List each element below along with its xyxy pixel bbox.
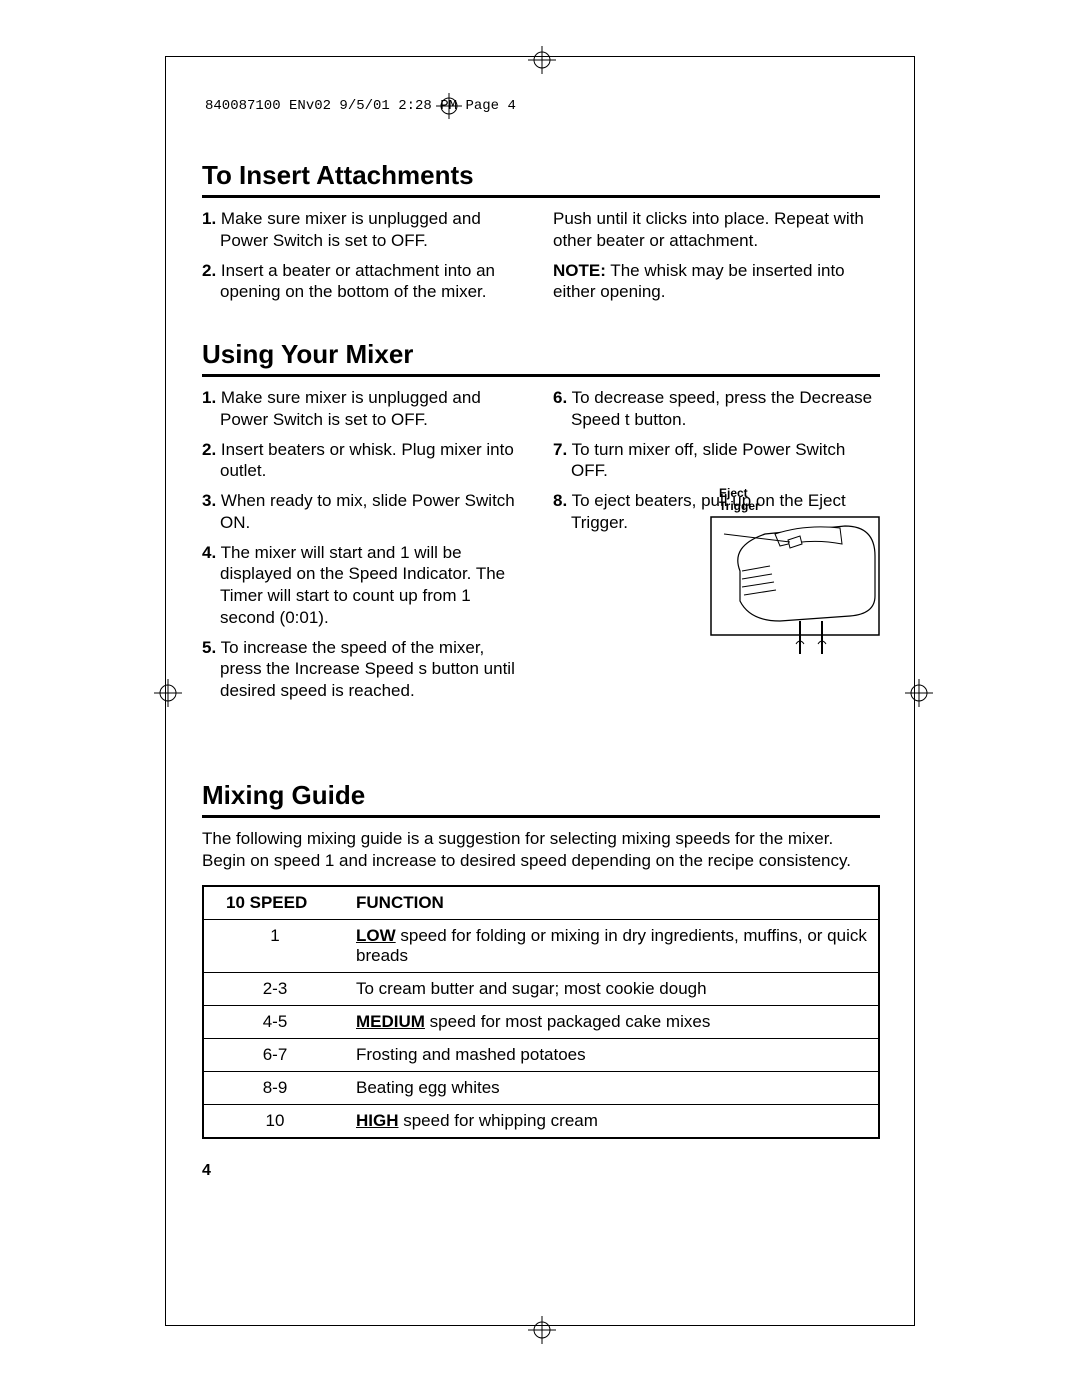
item-text: To decrease speed, press the Decrease Sp… <box>571 388 872 429</box>
section-rule <box>202 374 880 377</box>
list-item: 1. Make sure mixer is unplugged and Powe… <box>202 208 529 252</box>
guide-intro: The following mixing guide is a suggesti… <box>202 828 880 872</box>
item-text: Insert a beater or attachment into an op… <box>220 261 495 302</box>
table-header-row: 10 SPEED FUNCTION <box>203 886 879 920</box>
item-text: The mixer will start and 1 will be displ… <box>220 543 505 627</box>
table-row: 4-5MEDIUM speed for most packaged cake m… <box>203 1006 879 1039</box>
list-item: 5. To increase the speed of the mixer, p… <box>202 637 529 702</box>
insert-right-para: Push until it clicks into place. Repeat … <box>553 208 880 252</box>
cell-speed: 8-9 <box>203 1072 346 1105</box>
item-text: To turn mixer off, slide Power Switch OF… <box>571 440 845 481</box>
cell-speed: 1 <box>203 920 346 973</box>
section-heading-using: Using Your Mixer <box>202 339 880 370</box>
cell-speed: 2-3 <box>203 973 346 1006</box>
item-text: Make sure mixer is unplugged and Power S… <box>220 388 481 429</box>
list-item: 8. To eject beaters, pull up on the <box>553 490 880 534</box>
col-header-function: FUNCTION <box>346 886 879 920</box>
insert-left-list: 1. Make sure mixer is unplugged and Powe… <box>202 208 529 303</box>
cell-speed: 10 <box>203 1105 346 1139</box>
item-text: To eject beaters, pull up on the <box>572 491 808 510</box>
page-content: To Insert Attachments 1. Make sure mixer… <box>202 160 880 1139</box>
item-number: 1. <box>202 388 216 407</box>
list-item: 1. Make sure mixer is unplugged and Powe… <box>202 387 529 431</box>
list-item: 2. Insert beaters or whisk. Plug mixer i… <box>202 439 529 483</box>
item-number: 5. <box>202 638 216 657</box>
manual-page: 840087100 ENv02 9/5/01 2:28 PM Page 4 To… <box>0 0 1080 1397</box>
eject-trigger-figure <box>728 516 880 662</box>
cell-speed: 6-7 <box>203 1039 346 1072</box>
list-item: 4. The mixer will start and 1 will be di… <box>202 542 529 629</box>
section-rule <box>202 815 880 818</box>
insert-right-note: NOTE: The whisk may be inserted into eit… <box>553 260 880 304</box>
table-row: 8-9Beating egg whites <box>203 1072 879 1105</box>
item-text: When ready to mix, slide Power Switch ON… <box>220 491 515 532</box>
registration-mark-right <box>905 679 933 712</box>
list-item: 6. To decrease speed, press the Decrease… <box>553 387 880 431</box>
registration-mark-bottom <box>528 1316 556 1349</box>
cell-function: Frosting and mashed potatoes <box>346 1039 879 1072</box>
cell-function: LOW speed for folding or mixing in dry i… <box>346 920 879 973</box>
page-slug: 840087100 ENv02 9/5/01 2:28 PM Page 4 <box>205 98 516 114</box>
cell-function: HIGH speed for whipping cream <box>346 1105 879 1139</box>
cell-function: MEDIUM speed for most packaged cake mixe… <box>346 1006 879 1039</box>
list-item: 3. When ready to mix, slide Power Switch… <box>202 490 529 534</box>
item-text: To increase the speed of the mixer, pres… <box>220 638 515 701</box>
using-columns: 1. Make sure mixer is unplugged and Powe… <box>202 387 880 710</box>
eject-label-line2: Trigger <box>719 499 760 513</box>
table-row: 2-3To cream butter and sugar; most cooki… <box>203 973 879 1006</box>
list-item: 7. To turn mixer off, slide Power Switch… <box>553 439 880 483</box>
item-text: Make sure mixer is unplugged and Power S… <box>220 209 481 250</box>
using-right-list: 6. To decrease speed, press the Decrease… <box>553 387 880 534</box>
cell-function: Beating egg whites <box>346 1072 879 1105</box>
table-row: 10HIGH speed for whipping cream <box>203 1105 879 1139</box>
list-item: 2. Insert a beater or attachment into an… <box>202 260 529 304</box>
item-number: 2. <box>202 440 216 459</box>
page-number: 4 <box>202 1162 211 1180</box>
item-number: 7. <box>553 440 567 459</box>
eject-label: Eject Trigger <box>719 487 760 512</box>
table-row: 6-7Frosting and mashed potatoes <box>203 1039 879 1072</box>
item-number: 4. <box>202 543 216 562</box>
cell-function: To cream butter and sugar; most cookie d… <box>346 973 879 1006</box>
mixing-guide-table: 10 SPEED FUNCTION 1LOW speed for folding… <box>202 885 880 1139</box>
insert-columns: 1. Make sure mixer is unplugged and Powe… <box>202 208 880 311</box>
registration-mark-left <box>154 679 182 712</box>
note-label: NOTE: <box>553 261 606 280</box>
cell-speed: 4-5 <box>203 1006 346 1039</box>
item-number: 8. <box>553 491 567 510</box>
col-header-speed: 10 SPEED <box>203 886 346 920</box>
table-row: 1LOW speed for folding or mixing in dry … <box>203 920 879 973</box>
section-heading-guide: Mixing Guide <box>202 780 880 811</box>
item-text: Insert beaters or whisk. Plug mixer into… <box>220 440 514 481</box>
item-number: 1. <box>202 209 216 228</box>
registration-mark-top <box>528 46 556 79</box>
item-number: 2. <box>202 261 216 280</box>
using-left-list: 1. Make sure mixer is unplugged and Powe… <box>202 387 529 702</box>
item-number: 6. <box>553 388 567 407</box>
registration-mark-inline <box>436 93 462 119</box>
section-rule <box>202 195 880 198</box>
item-number: 3. <box>202 491 216 510</box>
section-heading-insert: To Insert Attachments <box>202 160 880 191</box>
